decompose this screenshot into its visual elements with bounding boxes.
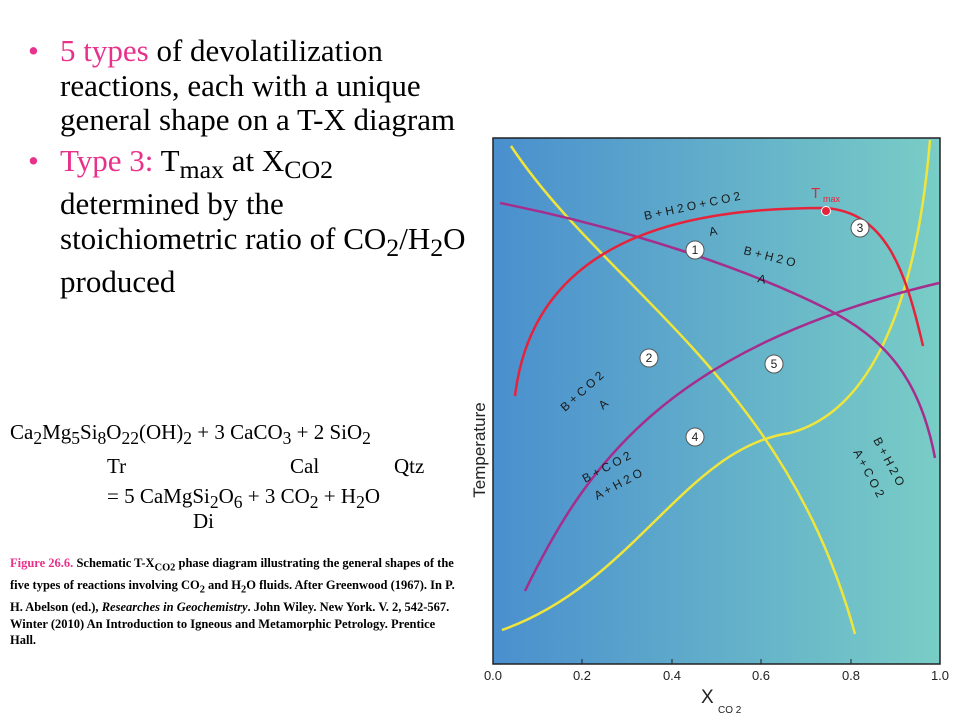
y-axis-label: Temperature (470, 402, 489, 497)
x-tick-label: 1.0 (931, 668, 949, 683)
h2o-sub: 2 (430, 232, 444, 262)
x-tick-label: 0.0 (484, 668, 502, 683)
equation-line-1: Ca2Mg5Si8O22(OH)2 + 3 CaCO3 + 2 SiO2 (10, 420, 371, 449)
eq-ca: Ca (10, 420, 34, 444)
co2-sub: 2 (386, 232, 400, 262)
label-c1-bottom: A (756, 271, 767, 287)
x-axis-sub: CO 2 (718, 705, 742, 716)
curve-1 (499, 201, 937, 459)
label-tr: Tr (107, 454, 127, 478)
caption-text: phase diagram illustrating the general s… (10, 556, 454, 592)
eq-sub: 2 (356, 492, 365, 513)
tmax-sub: max (823, 194, 841, 204)
caption-sub: CO2 (154, 562, 176, 574)
marker-number: 2 (646, 351, 653, 365)
bullet-dot: • (28, 33, 39, 68)
bullet-1-text: of devolatilization reactions, each with… (60, 33, 456, 137)
eq-sio: + 2 SiO (291, 420, 363, 444)
bullet-2-at: at X (224, 142, 285, 178)
label-c3-bottom: A (708, 224, 719, 239)
marker-number: 1 (692, 243, 699, 257)
caption-figure-label: Figure 26.6. (10, 556, 74, 570)
eq-co: + 3 CO (242, 484, 310, 508)
marker-2: 2 (639, 348, 659, 368)
marker-5: 5 (764, 354, 784, 374)
marker-number: 3 (857, 221, 864, 235)
eq-caco: + 3 CaCO (192, 420, 283, 444)
eq-sub: 22 (121, 428, 139, 449)
bullet-2-tail: O produced (60, 220, 466, 300)
caption-text: and H (204, 578, 242, 592)
curve-2 (523, 281, 940, 592)
equation-line-3: = 5 CaMgSi2O6 + 3 CO2 + H2O (107, 484, 380, 513)
label-cal: Cal (290, 454, 320, 478)
label-qtz: Qtz (394, 454, 425, 478)
caption-text: . John Wiley. New York. V. 2, 542-567. W… (10, 600, 450, 647)
marker-circle (764, 354, 784, 374)
marker-1: 1 (685, 240, 705, 260)
eq-mg: Mg (42, 420, 72, 444)
eq-oh: (OH) (138, 420, 184, 444)
eq-sub: 8 (97, 428, 107, 449)
eq-sub: 3 (282, 428, 292, 449)
x-ticks (492, 659, 941, 664)
marker-circle (685, 427, 705, 447)
marker-number: 4 (692, 430, 699, 444)
x-tick-label: 0.8 (842, 668, 860, 683)
eq-sub: 2 (362, 428, 371, 449)
caption-journal: Researches in Geochemistry (101, 600, 248, 614)
bullet-2: • Type 3: Tmax at XCO2 determined by the… (28, 142, 468, 300)
marker-number: 5 (771, 357, 778, 371)
bullet-2-highlight: Type 3: (60, 142, 161, 178)
eq-sub: 2 (309, 492, 319, 513)
caption-sub: 2 (241, 584, 247, 596)
x-tick-label: 0.4 (663, 668, 681, 683)
eq-sub: 5 (71, 428, 81, 449)
caption-sub: 2 (199, 584, 205, 596)
x-tick-label: 0.6 (752, 668, 770, 683)
curve-markers: 1 2 3 4 5 (639, 218, 870, 447)
bullet-2-text: determined by the stoichiometric ratio o… (60, 186, 387, 256)
curve-3 (513, 206, 925, 397)
tmax-point (821, 206, 831, 216)
figure-caption: Figure 26.6. Schematic T-XCO2 phase diag… (10, 555, 460, 649)
marker-3: 3 (850, 218, 870, 238)
eq-sub: 6 (233, 492, 243, 513)
x-tick-label: 0.2 (573, 668, 591, 683)
tmax-text: T (160, 142, 180, 178)
eq-o: O (364, 484, 380, 508)
marker-circle (639, 348, 659, 368)
caption-text: Schematic T-X (73, 556, 155, 570)
x-axis-label: X (701, 687, 714, 708)
eq-di: = 5 CaMgSi (107, 484, 210, 508)
bullet-dot: • (28, 142, 39, 178)
eq-sub: 2 (209, 492, 219, 513)
marker-circle (685, 240, 705, 260)
eq-o: O (218, 484, 234, 508)
caption-text: O fluids. After Greenwood (1967). In P. … (10, 578, 455, 614)
tmax-label: T (811, 185, 820, 202)
x-tick-labels: 0.0 0.2 0.4 0.6 0.8 1.0 (484, 668, 949, 683)
plot-frame (492, 137, 941, 665)
eq-h: + H (318, 484, 357, 508)
label-di: Di (193, 509, 214, 533)
tx-diagram: 0.0 0.2 0.4 0.6 0.8 1.0 X CO 2 Temperatu… (470, 137, 949, 716)
curve-5 (509, 145, 857, 635)
marker-circle (850, 218, 870, 238)
eq-si: Si (80, 420, 98, 444)
slash-h: /H (399, 220, 431, 256)
eq-sub: 2 (183, 428, 193, 449)
bullet-list: • 5 types of devolatilization reactions,… (28, 33, 468, 306)
eq-sub: 2 (33, 428, 43, 449)
bullet-1: • 5 types of devolatilization reactions,… (28, 33, 468, 138)
bullet-1-highlight: 5 types (60, 33, 149, 68)
tmax-sub: max (179, 154, 224, 184)
xco2-sub: CO2 (284, 154, 334, 184)
eq-o: O (106, 420, 122, 444)
marker-4: 4 (685, 427, 705, 447)
